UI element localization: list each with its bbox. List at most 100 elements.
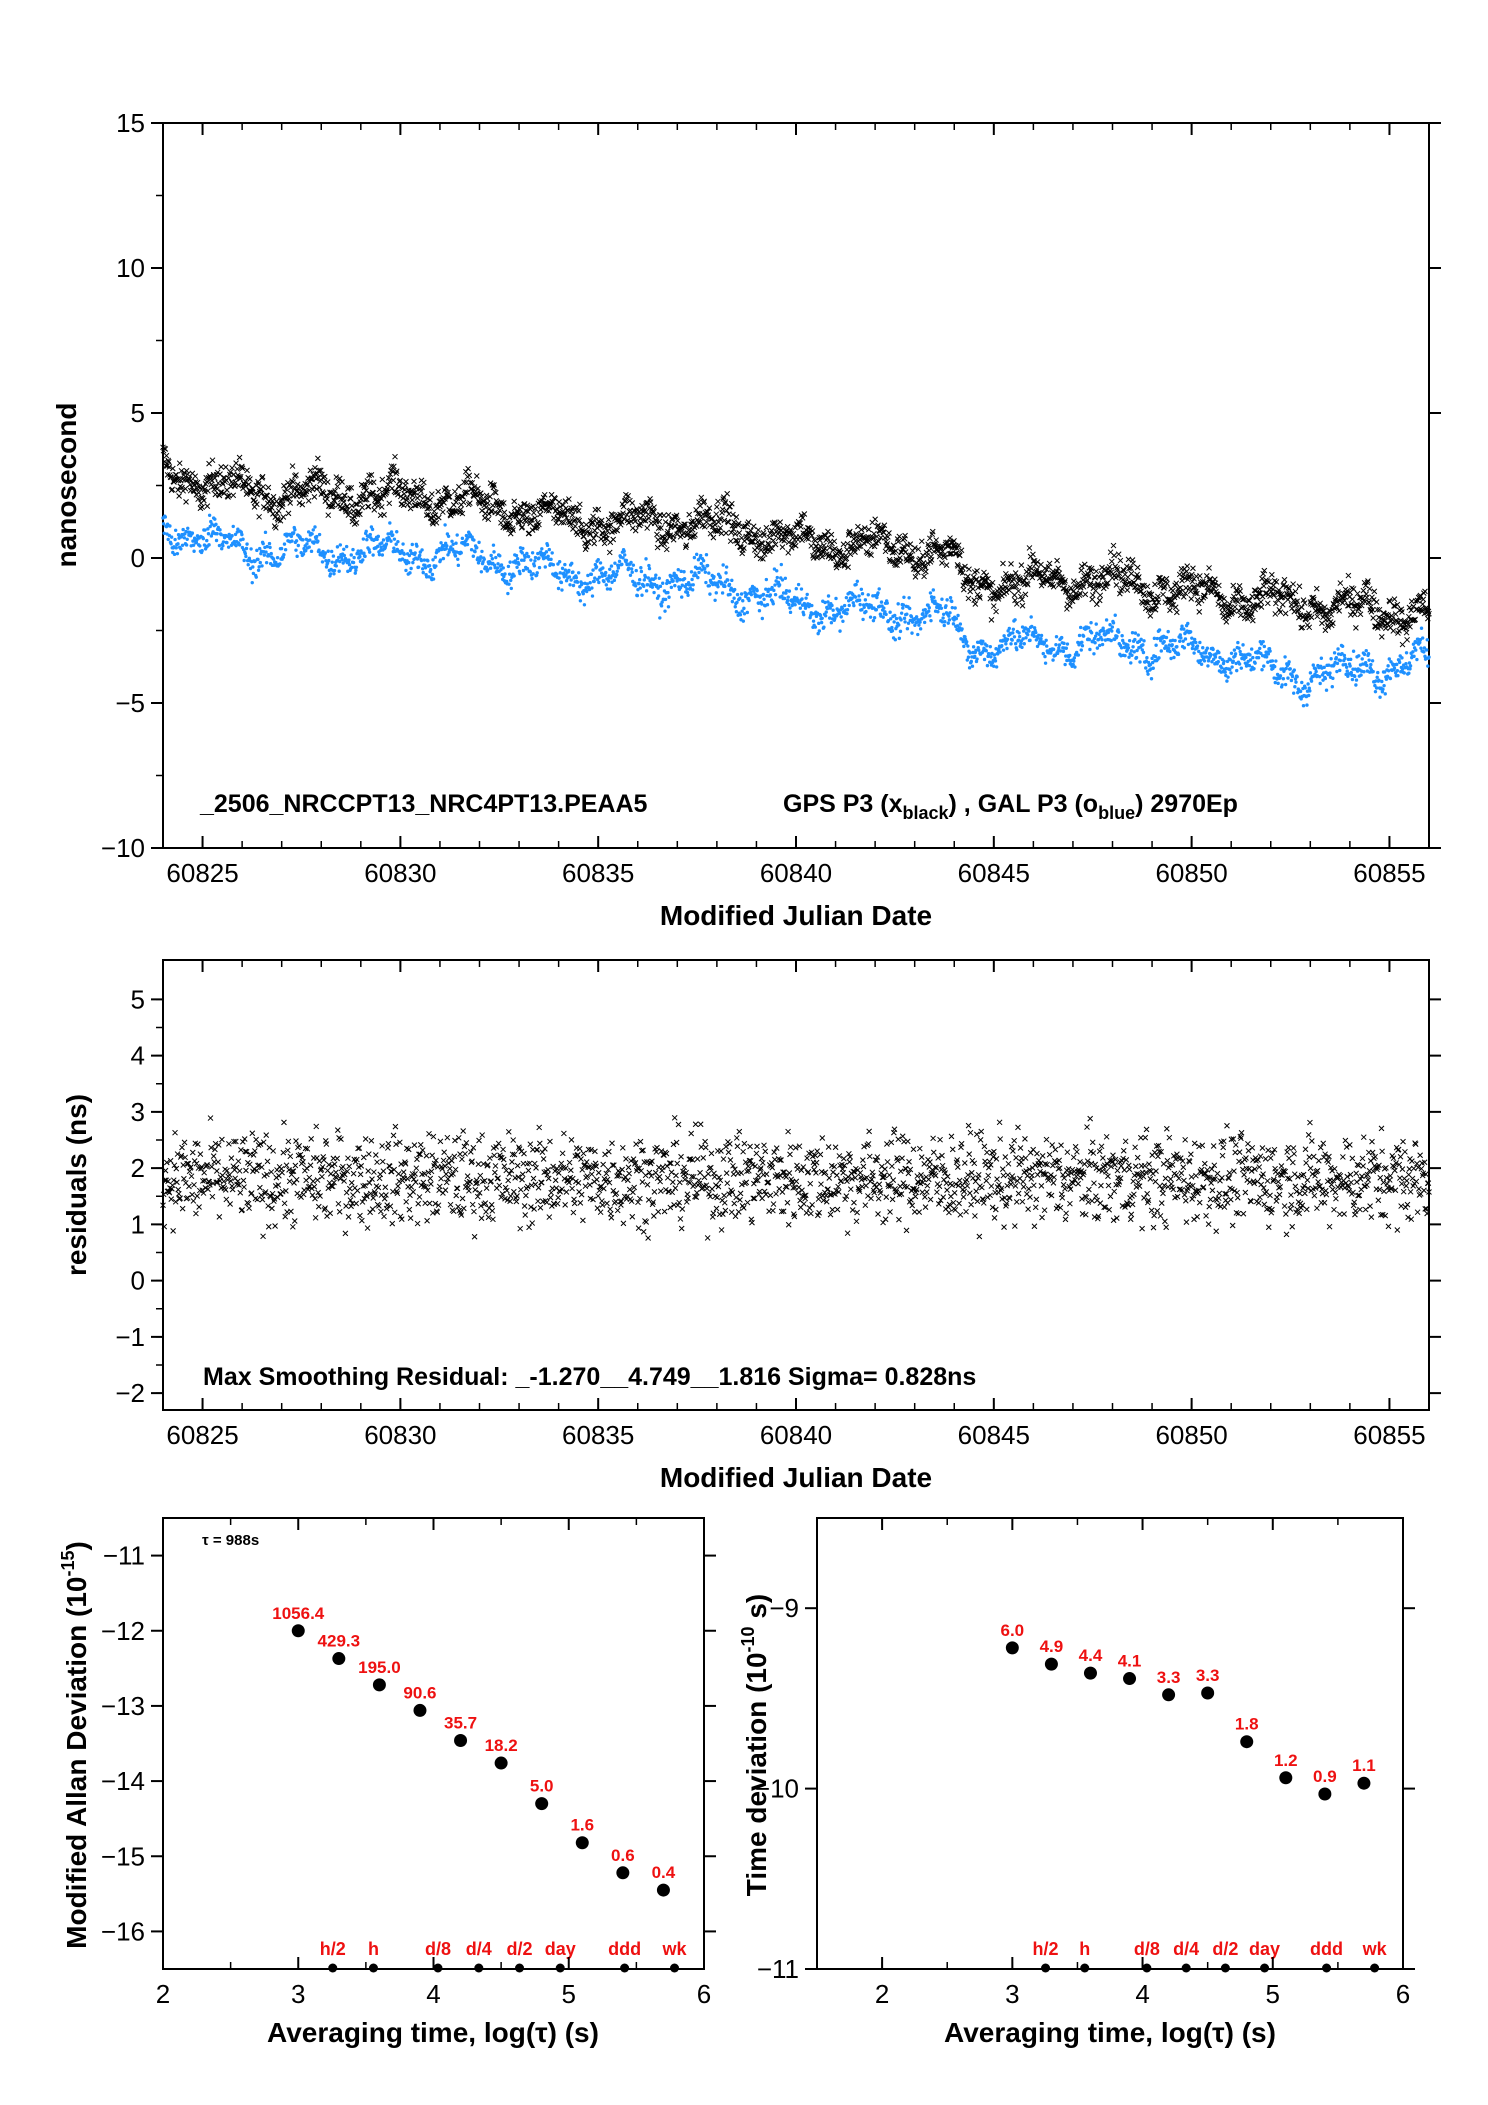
residual-point xyxy=(452,1166,459,1173)
gal-point xyxy=(862,605,866,610)
gps-point xyxy=(1311,596,1317,603)
gps-point xyxy=(590,513,596,520)
gps-point xyxy=(1310,594,1317,601)
gal-point xyxy=(1061,649,1066,654)
gps-point xyxy=(646,515,652,522)
gal-point xyxy=(629,560,633,565)
legend-gal-subscript: blue xyxy=(1098,803,1135,823)
gps-point xyxy=(353,520,360,526)
gps-point xyxy=(1164,580,1170,587)
gal-point xyxy=(525,551,529,556)
gal-point xyxy=(1274,659,1278,663)
gal-point xyxy=(1012,635,1017,639)
gps-point xyxy=(1408,607,1415,614)
gps-point xyxy=(803,535,810,542)
gps-point xyxy=(1115,551,1122,558)
gal-point xyxy=(174,546,178,550)
gps-point xyxy=(1070,588,1077,595)
gps-point xyxy=(623,496,630,503)
gal-point xyxy=(652,590,656,595)
gps-point xyxy=(361,482,367,489)
gal-point xyxy=(907,596,911,600)
gal-point xyxy=(1073,665,1077,669)
gal-point xyxy=(1378,695,1382,699)
gal-point xyxy=(1072,656,1077,660)
residual-point xyxy=(283,1162,290,1169)
gal-point xyxy=(311,528,315,532)
gal-point xyxy=(762,597,766,601)
gal-point xyxy=(173,528,178,532)
gal-point xyxy=(1077,633,1082,638)
gal-point xyxy=(279,546,284,551)
gps-point xyxy=(808,532,815,539)
gps-point xyxy=(435,514,442,521)
gps-point xyxy=(1236,583,1243,589)
gps-point xyxy=(316,467,322,474)
gps-point xyxy=(1319,608,1326,614)
gps-point xyxy=(486,511,492,517)
gal-point xyxy=(605,587,610,591)
gal-point xyxy=(644,589,649,593)
gal-point xyxy=(1145,656,1149,660)
gps-point xyxy=(1332,595,1339,602)
gps-point xyxy=(1399,641,1406,648)
gal-point xyxy=(546,554,550,559)
gal-point xyxy=(1130,653,1134,657)
gps-point xyxy=(348,502,355,509)
gal-point xyxy=(361,558,365,562)
gps-point xyxy=(244,467,250,474)
gal-point xyxy=(939,606,944,610)
gal-point xyxy=(1092,652,1096,656)
gps-point xyxy=(1145,607,1152,614)
gal-point xyxy=(267,541,272,546)
gal-point xyxy=(1133,637,1137,642)
gal-point xyxy=(1142,639,1146,643)
gps-point xyxy=(1144,583,1151,590)
gps-point xyxy=(423,512,430,518)
residual-point xyxy=(313,1123,320,1130)
gps-point xyxy=(1221,595,1227,602)
gal-point xyxy=(267,553,271,558)
gal-point xyxy=(593,576,597,580)
gps-point xyxy=(393,470,400,477)
gps-point xyxy=(837,549,844,556)
gps-point xyxy=(485,516,492,523)
gal-point xyxy=(941,616,945,620)
gal-point xyxy=(875,595,879,600)
gps-point xyxy=(841,563,848,569)
gal-point xyxy=(490,557,495,561)
gps-point xyxy=(709,515,716,522)
gps-point xyxy=(698,494,705,501)
residual-point xyxy=(365,1168,372,1174)
gal-point xyxy=(557,576,561,580)
gps-point xyxy=(480,497,487,504)
gal-point xyxy=(827,616,832,620)
gps-point xyxy=(290,479,296,486)
gal-point xyxy=(734,610,739,614)
gal-point xyxy=(908,606,912,611)
gps-point xyxy=(222,464,229,470)
gps-point xyxy=(507,520,514,527)
gps-point xyxy=(183,467,190,474)
gps-point xyxy=(1222,614,1229,621)
gal-point xyxy=(1262,664,1266,668)
gal-point xyxy=(786,595,790,599)
gps-point xyxy=(988,617,995,623)
gps-point xyxy=(1268,571,1275,578)
gps-point xyxy=(1053,568,1060,575)
gal-point xyxy=(590,586,594,590)
gal-point xyxy=(1080,640,1084,645)
gal-point xyxy=(882,606,886,610)
residual-point xyxy=(340,1163,346,1170)
gps-point xyxy=(324,479,331,485)
gal-point xyxy=(351,547,355,552)
gps-point xyxy=(376,499,382,505)
gal-point xyxy=(363,554,367,559)
gps-point xyxy=(1345,572,1352,579)
gal-point xyxy=(1273,664,1277,669)
gps-point xyxy=(310,484,317,490)
gal-point xyxy=(310,532,314,536)
gal-point xyxy=(245,542,249,546)
gps-point xyxy=(1344,602,1351,609)
residual-point xyxy=(172,1198,179,1205)
